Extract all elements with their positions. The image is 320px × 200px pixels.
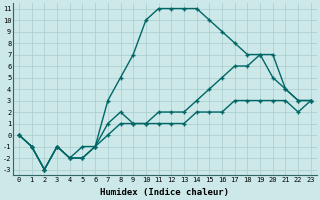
X-axis label: Humidex (Indice chaleur): Humidex (Indice chaleur) — [100, 188, 229, 197]
